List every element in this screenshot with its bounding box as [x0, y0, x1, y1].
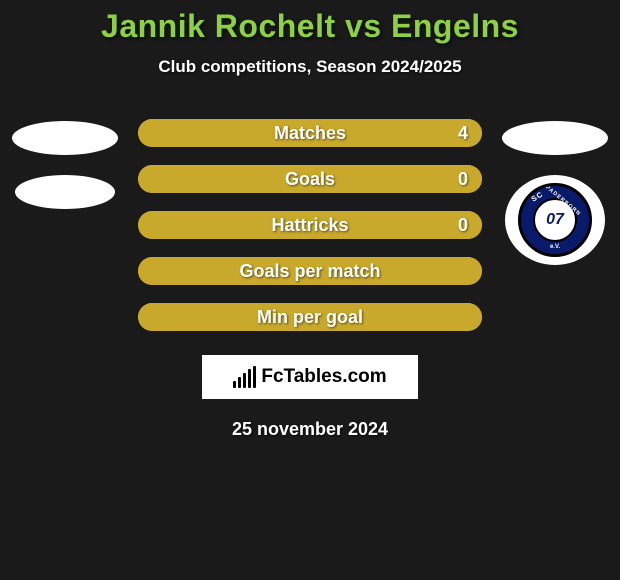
- brand-box-inner: FcTables.com: [203, 356, 417, 398]
- date-label: 25 november 2024: [232, 419, 388, 440]
- stat-right-value: 0: [458, 215, 468, 236]
- stat-right-value: 4: [458, 123, 468, 144]
- infographic-container: Jannik Rochelt vs Engelns Club competiti…: [0, 0, 620, 440]
- club-ev: e.V.: [550, 244, 560, 250]
- right-player-col: SC PADERBORN 07 e.V.: [500, 119, 610, 265]
- stat-bar: Min per goal: [138, 303, 482, 331]
- stat-bar: Matches 4: [138, 119, 482, 147]
- stat-label: Min per goal: [257, 307, 363, 328]
- page-title: Jannik Rochelt vs Engelns: [0, 8, 620, 45]
- stat-right-value: 0: [458, 169, 468, 190]
- left-player-avatar: [12, 121, 118, 155]
- brand-chart-icon: [233, 366, 256, 388]
- stat-label: Matches: [274, 123, 346, 144]
- stat-label: Goals per match: [239, 261, 380, 282]
- paderborn-badge-icon: SC PADERBORN 07 e.V.: [518, 183, 592, 257]
- left-player-col: [10, 119, 120, 209]
- footer: FcTables.com 25 november 2024: [0, 355, 620, 440]
- right-player-avatar: [502, 121, 608, 155]
- stat-bar: Goals per match: [138, 257, 482, 285]
- stat-label: Goals: [285, 169, 335, 190]
- stat-bar: Hattricks 0: [138, 211, 482, 239]
- stat-bar: Goals 0: [138, 165, 482, 193]
- comparison-row: Matches 4 Goals 0 Hattricks 0 Goals per match M…: [0, 119, 620, 331]
- stat-label: Hattricks: [271, 215, 348, 236]
- page-subtitle: Club competitions, Season 2024/2025: [0, 57, 620, 77]
- left-club-logo: [15, 175, 115, 209]
- stat-bars: Matches 4 Goals 0 Hattricks 0 Goals per match M…: [138, 119, 482, 331]
- right-club-logo: SC PADERBORN 07 e.V.: [505, 175, 605, 265]
- brand-box: FcTables.com: [202, 355, 418, 399]
- brand-text: FcTables.com: [261, 366, 386, 388]
